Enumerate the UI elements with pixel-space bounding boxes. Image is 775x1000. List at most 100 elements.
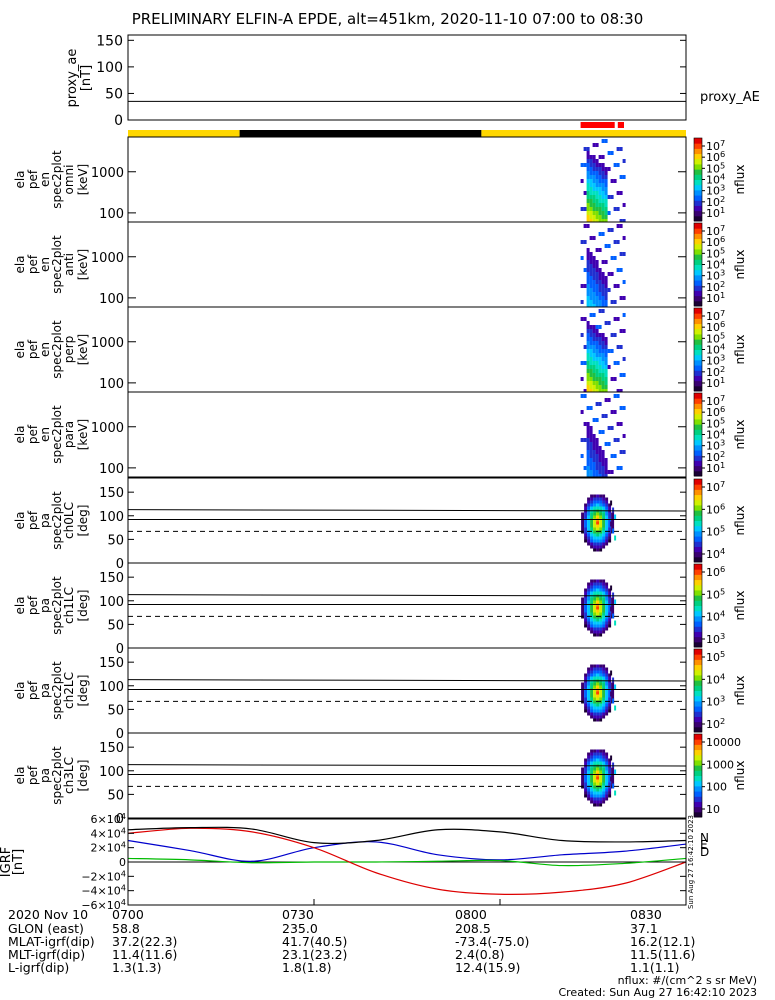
orbit-row-mlat: MLAT-igrf(dip) 37.2(22.3) 41.7(40.5) -73…: [0, 935, 775, 949]
spectrogram-cell: [586, 442, 590, 446]
colorbar-swatch: [694, 574, 702, 581]
spectrogram-cell: [622, 313, 626, 317]
y-tick-label: 6×104: [91, 811, 126, 826]
spectrogram-cell: [586, 276, 590, 280]
y-tick-label: 150: [99, 571, 124, 586]
spectrogram-cell: [604, 183, 608, 187]
spectrogram-cell: [584, 788, 588, 792]
spectrogram-cell: [592, 292, 596, 296]
spectrogram-cell: [589, 304, 593, 308]
spectrogram-cell: [608, 691, 612, 695]
y-tick-label: 100: [99, 680, 124, 695]
spectrogram-cell: [587, 776, 591, 780]
colorbar-swatch: [694, 685, 702, 691]
spectrogram-cell: [598, 207, 602, 211]
spectrogram-cell: [598, 450, 602, 454]
spectrogram-cell: [608, 676, 612, 680]
colorbar-swatch: [694, 248, 702, 255]
spectrogram-cell: [584, 709, 588, 713]
spectrogram-cell: [593, 749, 597, 753]
spectrogram-cell: [596, 670, 600, 674]
colorbar-swatch: [694, 169, 702, 175]
spectrogram-cell: [599, 621, 603, 625]
spectrogram-cell: [598, 304, 602, 308]
spectrogram-cell: [602, 694, 606, 698]
spectrogram-cell: [586, 426, 590, 430]
panel-ylabel: ch1LC: [62, 587, 76, 624]
spectrogram-cell: [604, 199, 608, 203]
spectrogram-cell: [590, 691, 594, 695]
spectrogram-cell: [608, 527, 612, 531]
spectrogram-cell: [584, 706, 588, 710]
spectrogram-cell: [596, 606, 600, 610]
spectrogram-cell: [592, 373, 596, 377]
spectrogram-cell: [619, 389, 623, 393]
spectrogram-cell: [599, 718, 603, 722]
spectrogram-cell: [605, 503, 609, 507]
spectrogram-cell: [596, 588, 600, 592]
spectrogram-cell: [595, 292, 599, 296]
colorbar-swatch: [694, 285, 702, 291]
igrf-ylabel: IGRF: [0, 847, 14, 877]
spectrogram-cell: [611, 515, 615, 519]
y-tick-label: 1000: [91, 336, 124, 351]
time-axis-row: 2020 Nov 10 0700 0730 0800 0830: [0, 908, 775, 922]
colorbar-swatch: [694, 659, 702, 666]
spectrogram-cell: [589, 357, 593, 361]
spectrogram-cell: [590, 706, 594, 710]
spectrogram-cell: [616, 224, 620, 228]
spectrogram-cell: [592, 377, 596, 381]
spectrogram-cell: [605, 497, 609, 501]
spectrogram-cell: [589, 450, 593, 454]
spectrogram-cell: [586, 377, 590, 381]
spectrogram-cell: [605, 612, 609, 616]
spectrogram-cell: [580, 256, 584, 260]
spectrogram-cell: [599, 682, 603, 686]
spectrogram-cell: [584, 770, 588, 774]
spectrogram-cell: [590, 667, 594, 671]
colorbar-swatch: [694, 413, 702, 420]
spectrogram-cell: [587, 500, 591, 504]
spectrogram-cell: [586, 373, 590, 377]
spectrogram-cell: [593, 542, 597, 546]
panel-ylabel: pef: [26, 510, 40, 530]
spectrogram-cell: [598, 361, 602, 365]
spectrogram-cell: [601, 292, 605, 296]
spectrogram-cell: [608, 794, 612, 798]
spectrogram-cell: [608, 615, 612, 619]
spectrogram-cell: [589, 191, 593, 195]
spectrogram-cell: [608, 618, 612, 622]
spectrogram-cell: [601, 288, 605, 292]
spectrogram-cell: [593, 697, 597, 701]
spectrogram-cell: [614, 535, 617, 541]
spectrogram-cell: [598, 300, 602, 304]
spectrogram-cell: [592, 466, 596, 470]
colorbar-swatch: [694, 434, 702, 441]
spectrogram-cell: [604, 474, 608, 478]
spectrogram-cell: [592, 219, 596, 223]
spectrogram-cell: [596, 794, 600, 798]
spectrogram-cell: [587, 591, 591, 595]
spectrogram-cell: [601, 211, 605, 215]
spectrogram-cell: [596, 621, 600, 625]
spectrogram-cell: [593, 524, 597, 528]
spectrogram-cell: [590, 794, 594, 798]
spectrogram-cell: [604, 377, 608, 381]
spectrogram-cell: [598, 219, 602, 223]
spectrogram-cell: [589, 292, 593, 296]
spectrogram-cell: [604, 139, 608, 143]
colorbar-swatch: [694, 775, 702, 782]
colorbar-swatch: [694, 223, 702, 229]
time-axis-date: 2020 Nov 10: [8, 907, 89, 922]
spectrogram-cell: [595, 195, 599, 199]
spectrogram-cell: [589, 353, 593, 357]
spectrogram-cell: [593, 585, 597, 589]
spectrogram-cell: [619, 191, 623, 195]
spectrogram-cell: [589, 175, 593, 179]
igrf-series-N: [127, 839, 687, 862]
spectrogram-cell: [619, 224, 623, 228]
colorbar-swatch: [694, 153, 702, 160]
y-tick-label: 0: [116, 557, 124, 572]
colorbar-tick-label: 106: [706, 234, 725, 249]
spectrogram-cell: [610, 691, 613, 697]
